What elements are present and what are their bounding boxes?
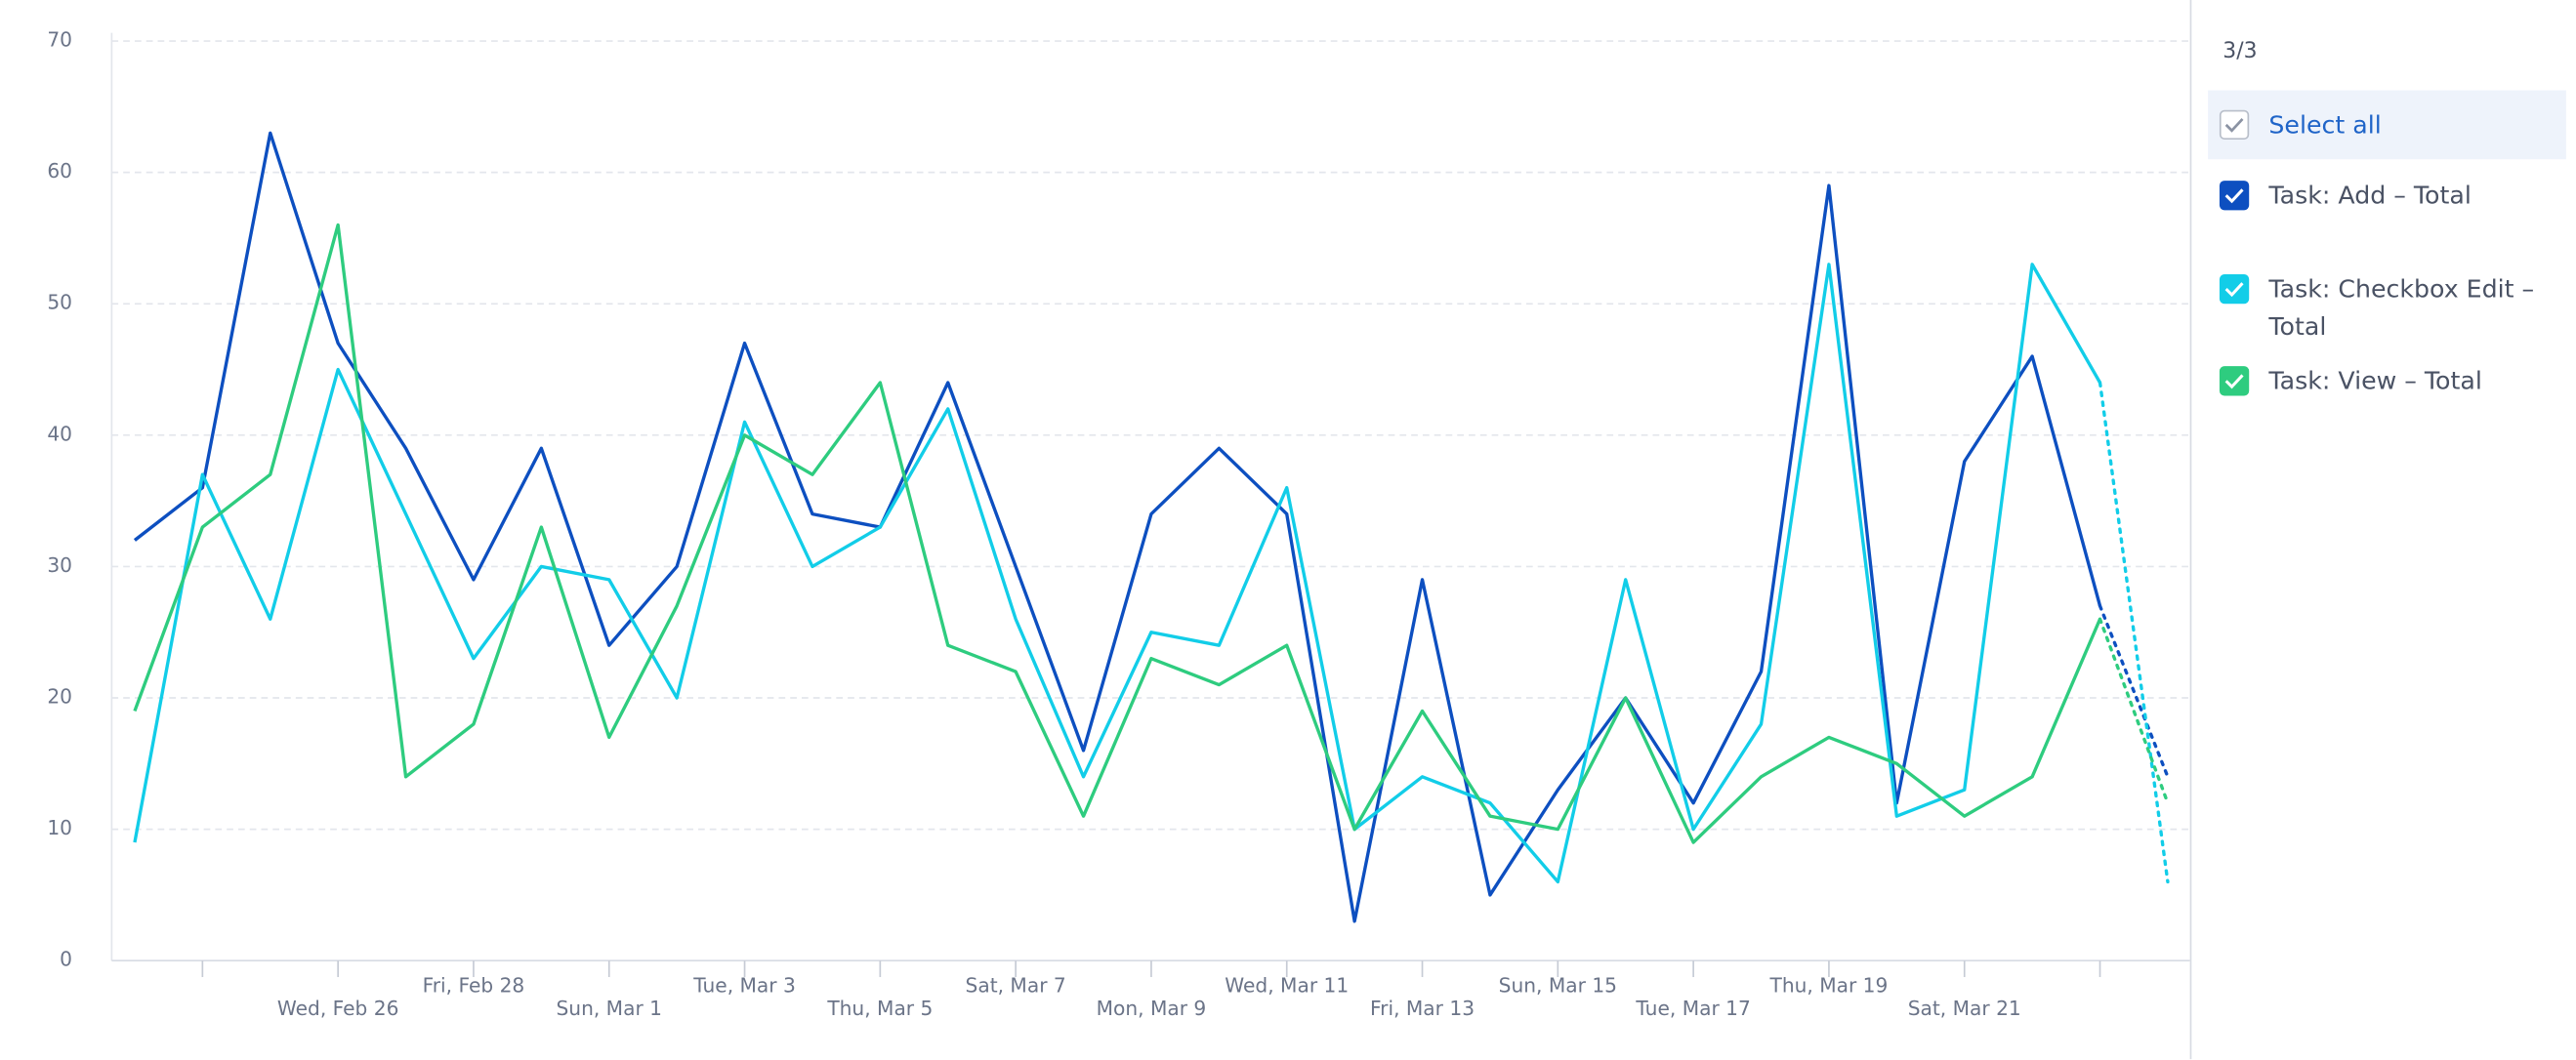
series-line [133, 131, 2102, 923]
legend-item[interactable]: Task: Checkbox Edit – Total [2208, 270, 2566, 346]
checkbox[interactable] [2219, 109, 2250, 141]
series-line-partial [2098, 617, 2170, 805]
x-tick-label: Wed, Mar 11 [1225, 974, 1349, 998]
legend-label: Task: Checkbox Edit – Total [2268, 273, 2535, 342]
y-tick-label: 0 [60, 948, 72, 971]
x-tick-label: Thu, Mar 5 [826, 997, 933, 1020]
series-line-partial [2098, 604, 2170, 779]
selection-count: 3/3 [2223, 39, 2258, 64]
y-tick-label: 40 [47, 422, 72, 445]
y-tick-label: 30 [47, 553, 72, 577]
x-tick-label: Fri, Feb 28 [423, 974, 525, 998]
select-all[interactable]: Select all [2208, 90, 2566, 160]
check [2224, 281, 2244, 297]
y-tick-label: 20 [47, 685, 72, 709]
x-tick-label: Tue, Mar 3 [692, 974, 796, 998]
x-tick-label: Wed, Feb 26 [277, 997, 399, 1020]
legend-panel: 3/3 Select all Task: Add – Total Task: Ch… [2189, 0, 2576, 1060]
select-all-label: Select all [2268, 108, 2382, 140]
check [2224, 374, 2244, 389]
x-tick-label: Tue, Mar 17 [1635, 997, 1750, 1020]
x-tick-label: Sat, Mar 7 [966, 974, 1066, 998]
x-tick-label: Fri, Mar 13 [1370, 997, 1475, 1020]
series-line [133, 223, 2102, 844]
checkbox[interactable] [2219, 273, 2250, 304]
x-tick-label: Sun, Mar 1 [556, 997, 662, 1020]
y-tick-label: 60 [47, 159, 72, 183]
series-line [133, 263, 2101, 884]
legend-label: Task: Add – Total [2268, 181, 2472, 211]
legend-item[interactable]: Task: View – Total [2208, 363, 2566, 401]
x-tick-label: Thu, Mar 19 [1769, 974, 1889, 998]
y-tick-label: 70 [47, 28, 72, 52]
y-tick-label: 10 [47, 816, 72, 839]
x-tick-label: Mon, Mar 9 [1097, 997, 1207, 1020]
x-tick-label: Sat, Mar 21 [1908, 997, 2021, 1020]
x-tick-label: Sun, Mar 15 [1499, 974, 1617, 998]
y-tick-label: 50 [47, 291, 72, 314]
checkbox[interactable] [2219, 366, 2250, 396]
legend-label: Task: View – Total [2268, 366, 2482, 396]
legend-item[interactable]: Task: Add – Total [2208, 178, 2566, 216]
checkbox[interactable] [2219, 181, 2250, 211]
chart: 0 10 20 30 40 50 60 70 Wed, Feb 26 Fri, Feb 28 Sun… [47, 28, 2190, 1020]
check [2224, 188, 2244, 204]
